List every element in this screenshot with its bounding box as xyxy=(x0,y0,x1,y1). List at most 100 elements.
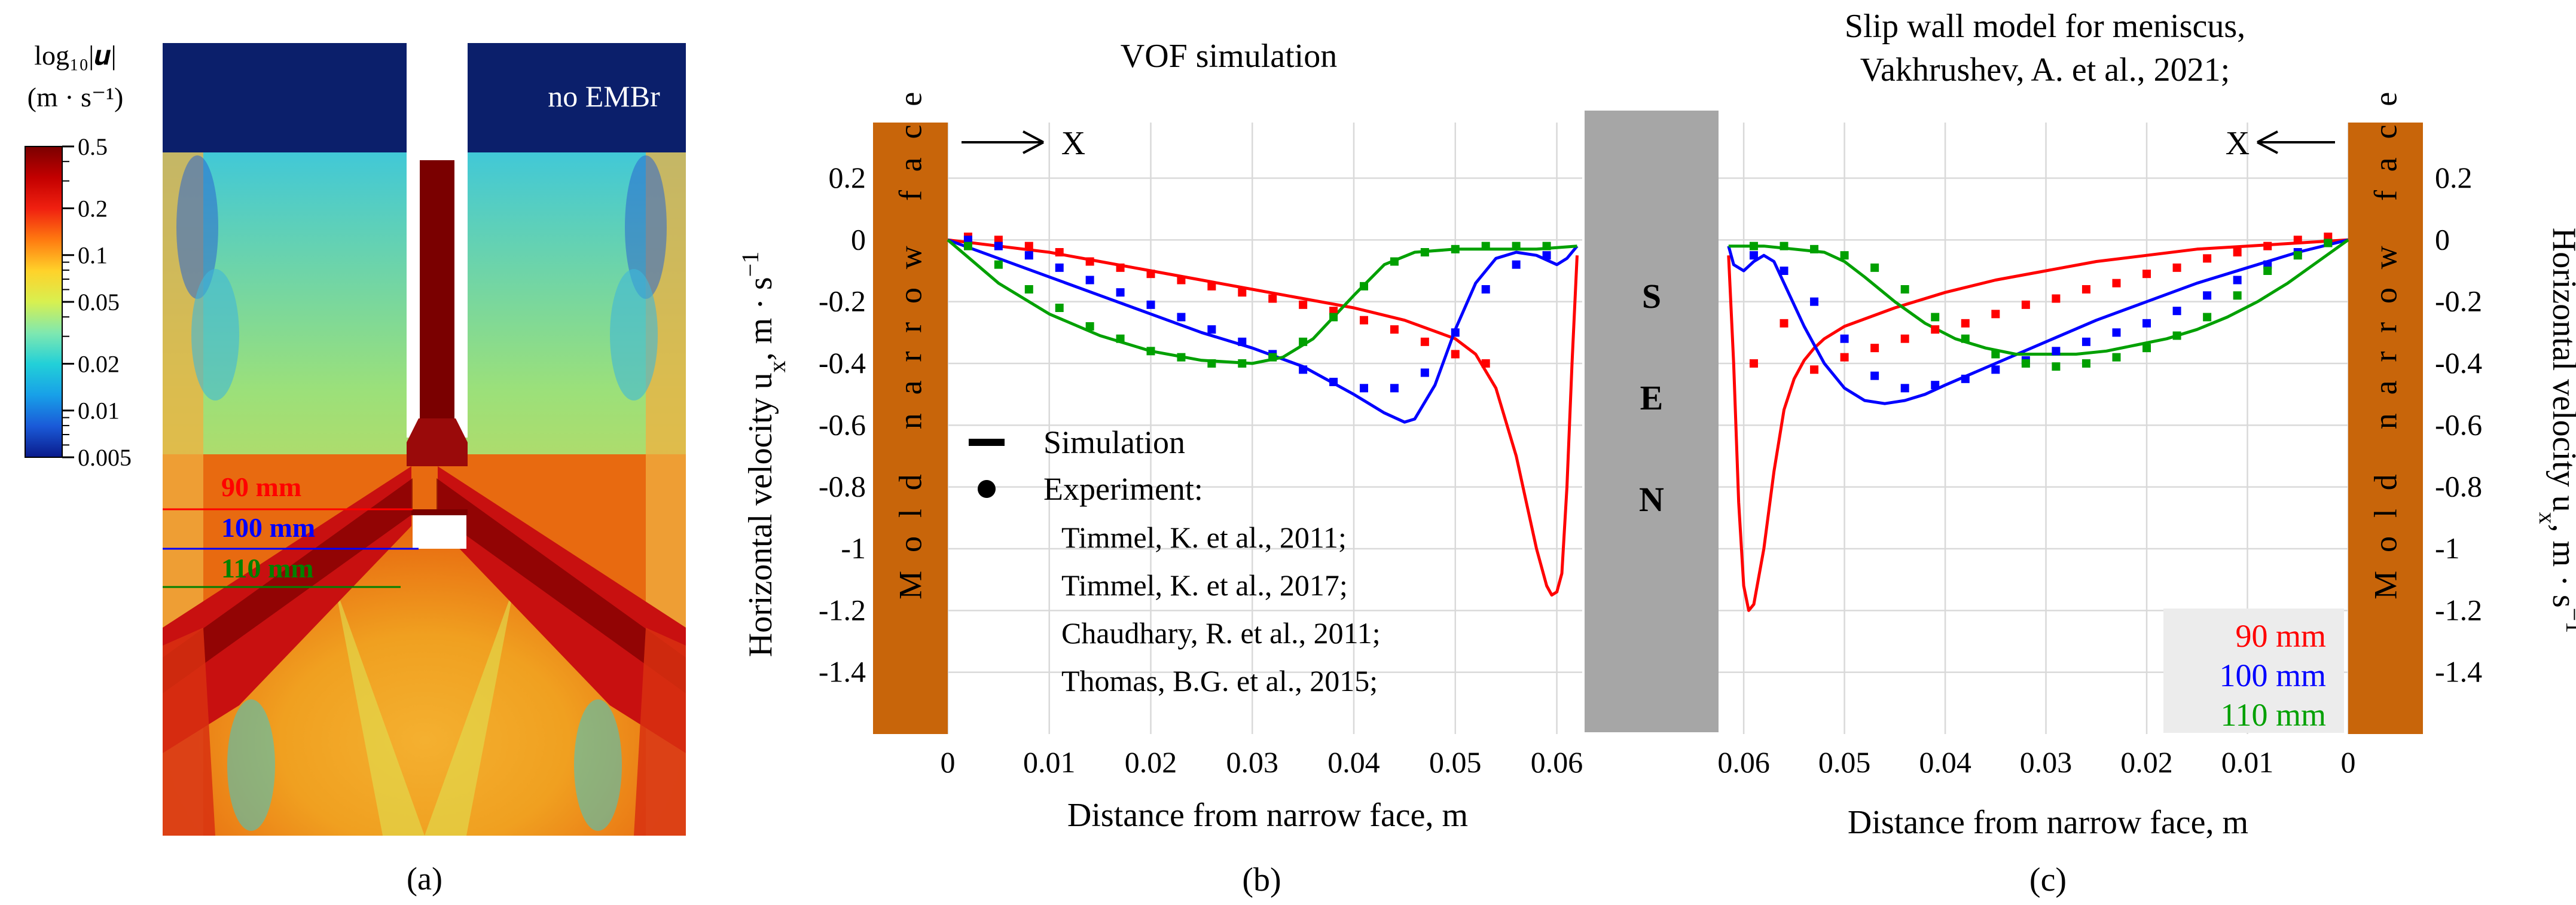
series-experiment-point xyxy=(1840,353,1849,362)
legend-box xyxy=(2163,609,2344,733)
sen-letter: N xyxy=(1639,480,1664,519)
series-experiment-point xyxy=(1961,374,1970,383)
chart-b-title: VOF simulation xyxy=(1121,38,1337,75)
chart-c-title-line1: Slip wall model for meniscus, xyxy=(1845,8,2245,45)
y-tick-label: -0.6 xyxy=(819,408,866,441)
series-experiment-point xyxy=(1390,325,1399,334)
series-experiment-point xyxy=(1360,282,1369,291)
chart-b: VOF simulation M o l d n a r r o w f a c… xyxy=(737,38,1583,898)
series-experiment-point xyxy=(1390,384,1399,393)
series-experiment-point xyxy=(994,260,1003,269)
chart-c-title-line2: Vakhrushev, A. et al., 2021; xyxy=(1860,51,2230,88)
series-experiment-point xyxy=(2052,294,2061,303)
sen-block: S E N xyxy=(1585,111,1719,732)
colorbar-tick-label: 0.5 xyxy=(78,133,108,160)
series-experiment-point xyxy=(1116,288,1125,297)
series-experiment-point xyxy=(1055,263,1064,272)
chart-b-ticks: 0 0.01 0.02 0.03 0.04 0.05 0.06 0.2 0 -0.2 -0.4 -0.… xyxy=(819,161,1583,779)
legend-reference: Timmel, K. et al., 2017; xyxy=(1061,568,1348,602)
series-experiment-point xyxy=(1268,353,1277,362)
series-experiment-point xyxy=(1451,244,1460,253)
colorbar-title: log₁₀|𝒖| xyxy=(34,40,116,71)
y-tick-label: -1.4 xyxy=(2435,655,2482,689)
series-experiment-point xyxy=(1810,244,1819,253)
x-tick-label: 0.01 xyxy=(1023,745,1076,779)
series-experiment-point xyxy=(2172,331,2181,340)
y-tick-label: -0.4 xyxy=(2435,346,2482,380)
series-experiment-point xyxy=(1810,297,1819,306)
y-tick-label: -0.6 xyxy=(2435,408,2482,441)
series-experiment-point xyxy=(2233,276,2242,285)
series-experiment-point xyxy=(1780,319,1788,328)
legend-entry: 90 mm xyxy=(2235,618,2326,654)
series-experiment-point xyxy=(1299,365,1308,374)
series-experiment-point xyxy=(1116,334,1125,343)
mold-narrow-face-label: M o l d n a r r o w f a c e xyxy=(2368,86,2404,600)
ylabel-part: Horizontal velocity u xyxy=(2546,228,2576,512)
series-experiment-point xyxy=(1542,251,1551,260)
series-experiment-point xyxy=(994,241,1003,250)
axis-arrow-label: X xyxy=(2226,125,2250,162)
series-experiment-point xyxy=(1177,353,1186,362)
series-experiment-point xyxy=(1024,241,1033,250)
chart-b-ylabel: Horizontal velocity ux, m · s−1 xyxy=(737,252,790,657)
series-experiment-point xyxy=(1207,359,1216,368)
series-experiment-point xyxy=(1024,251,1033,260)
series-simulation-line xyxy=(947,238,1579,424)
ylabel-part: x xyxy=(2535,512,2562,524)
series-experiment-point xyxy=(1780,267,1788,275)
series-experiment-point xyxy=(1420,248,1429,256)
series-experiment-point xyxy=(2203,313,2212,322)
chart-c: Slip wall model for meniscus, Vakhrushev… xyxy=(1717,8,2576,898)
colorbar-tick-label: 0.005 xyxy=(78,444,132,471)
sen-letter: S xyxy=(1642,277,1661,316)
series-experiment-point xyxy=(1900,285,1909,293)
series-experiment-point xyxy=(2233,291,2242,300)
series-experiment-point xyxy=(1085,257,1094,266)
chart-c-ticks: 0.06 0.05 0.04 0.03 0.02 0.01 0 0.2 0 -0.2 -0.4 -0.… xyxy=(1717,161,2482,779)
legend-reference: Chaudhary, R. et al., 2011; xyxy=(1061,616,1381,650)
chart-b-legend: Simulation Experiment: Timmel, K. et al., … xyxy=(969,424,1381,698)
series-experiment-point xyxy=(1749,251,1758,260)
series-experiment-point xyxy=(1991,310,2000,319)
series-experiment-point xyxy=(1451,328,1460,337)
series-simulation-line xyxy=(1727,238,2349,405)
series-experiment-point xyxy=(2142,319,2151,328)
chart-c-series xyxy=(1727,233,2349,612)
line-90mm-label: 90 mm xyxy=(221,472,301,502)
series-experiment-point xyxy=(1840,334,1849,343)
series-experiment-point xyxy=(1900,384,1909,393)
series-experiment-point xyxy=(963,241,972,250)
legend-reference: Thomas, B.G. et al., 2015; xyxy=(1061,664,1378,698)
legend-experiment-label: Experiment: xyxy=(1043,471,1203,507)
series-experiment-point xyxy=(1329,378,1338,386)
series-experiment-point xyxy=(1512,241,1521,250)
legend-entry: 100 mm xyxy=(2219,658,2326,693)
series-experiment-point xyxy=(1840,251,1849,260)
panel-label-b: (b) xyxy=(1242,861,1281,898)
velocity-contour: no EMBr 90 mm 100 mm 110 mm xyxy=(163,43,686,836)
mold-narrow-face-wall xyxy=(2348,123,2423,734)
axis-arrow-label: X xyxy=(1061,125,1085,162)
y-tick-label: -1.2 xyxy=(2435,593,2482,626)
series-experiment-point xyxy=(1177,276,1186,285)
ylabel-part: x xyxy=(764,360,790,372)
x-tick-label: 0.05 xyxy=(1429,745,1482,779)
series-experiment-point xyxy=(2142,344,2151,353)
sen-letter: E xyxy=(1640,378,1664,417)
series-experiment-point xyxy=(1870,344,1879,353)
x-tick-label: 0 xyxy=(2341,745,2356,779)
legend-experiment-swatch xyxy=(978,480,996,498)
ylabel-part: , m · s xyxy=(742,277,779,360)
series-experiment-point xyxy=(1024,285,1033,293)
x-tick-label: 0.05 xyxy=(1818,745,1871,779)
y-tick-label: -0.8 xyxy=(819,470,866,503)
sen-letters: S E N xyxy=(1639,277,1664,519)
series-experiment-point xyxy=(1870,371,1879,380)
series-experiment-point xyxy=(1451,350,1460,359)
y-tick-label: 0 xyxy=(2435,222,2450,256)
series-experiment-point xyxy=(1207,282,1216,291)
y-tick-label: -1.4 xyxy=(819,655,866,689)
series-experiment-point xyxy=(1542,241,1551,250)
chart-c-xlabel: Distance from narrow face, m xyxy=(1848,804,2248,841)
